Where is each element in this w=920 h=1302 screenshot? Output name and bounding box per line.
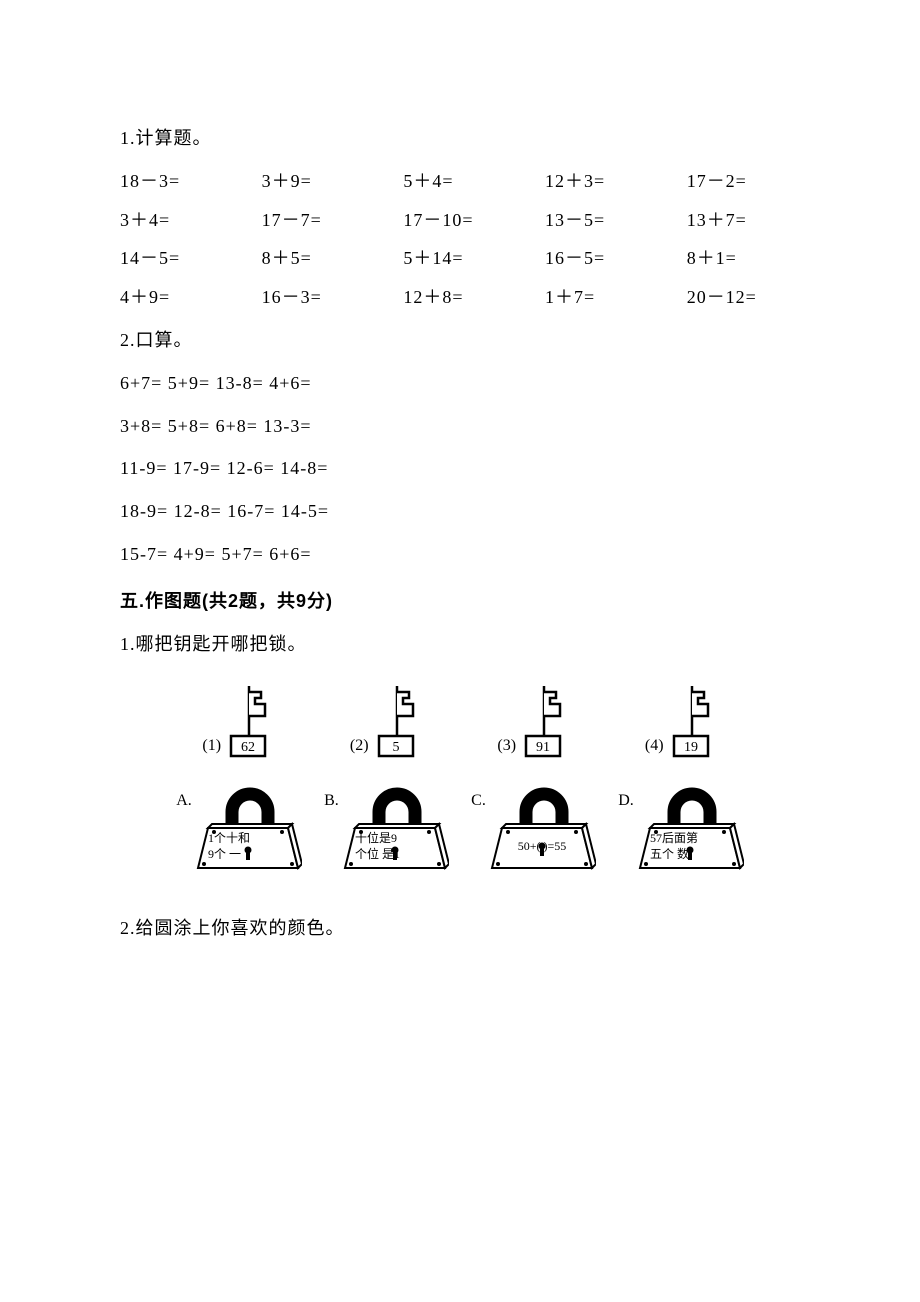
svg-text:个位 是1: 个位 是1: [355, 846, 400, 861]
lock-item: D. 57后面第五个 数: [618, 786, 744, 878]
key-label: (1): [202, 733, 221, 759]
key-label: (3): [497, 733, 516, 759]
lock-item: C. 50+( )=55: [471, 786, 596, 878]
q1-cell: 16－5=: [545, 244, 687, 273]
q1-cell: 14－5=: [120, 244, 262, 273]
q1-cell: 8＋5=: [262, 244, 404, 273]
q1-cell: 12＋3=: [545, 167, 687, 196]
svg-text:五个 数: 五个 数: [650, 846, 689, 861]
q1-cell: 17－7=: [262, 206, 404, 235]
lock-icon: 十位是9个位 是1: [341, 786, 449, 878]
svg-text:十位是9: 十位是9: [355, 830, 397, 845]
svg-text:50+( )=55: 50+( )=55: [518, 839, 567, 853]
q1-cell: 4＋9=: [120, 283, 262, 312]
keys-locks-figure: (1) 62 (2) 5 (3) 91: [165, 686, 755, 878]
lock-icon: 57后面第五个 数: [636, 786, 744, 878]
svg-text:9个 一: 9个 一: [208, 847, 241, 861]
s5-q1-title: 1.哪把钥匙开哪把锁。: [120, 630, 800, 659]
lock-item: A. 1个十和 9个 一: [176, 786, 302, 878]
q1-row: 3＋4=17－7=17－10=13－5=13＋7=: [120, 206, 800, 235]
q2-line: 3+8= 5+8= 6+8= 13-3=: [120, 412, 800, 441]
key-icon: 5: [373, 686, 423, 758]
q2-line: 6+7= 5+9= 13-8= 4+6=: [120, 369, 800, 398]
svg-text:19: 19: [684, 740, 698, 755]
svg-text:91: 91: [536, 740, 550, 755]
key-item: (4) 19: [645, 686, 718, 758]
key-item: (1) 62: [202, 686, 275, 758]
q1-cell: 3＋9=: [262, 167, 404, 196]
q1-cell: 13－5=: [545, 206, 687, 235]
q1-cell: 13＋7=: [687, 206, 800, 235]
lock-icon: 50+( )=55: [488, 786, 596, 878]
q1-title: 1.计算题。: [120, 124, 800, 153]
q1-cell: 5＋4=: [403, 167, 545, 196]
q1-cell: 8＋1=: [687, 244, 800, 273]
svg-text:57后面第: 57后面第: [650, 831, 698, 845]
q1-cell: 12＋8=: [403, 283, 545, 312]
lock-label: B.: [324, 786, 339, 814]
q1-cell: 5＋14=: [403, 244, 545, 273]
lock-label: D.: [618, 786, 634, 814]
section5-title: 五.作图题(共2题，共9分): [120, 587, 800, 616]
key-icon: 19: [668, 686, 718, 758]
q1-row: 4＋9=16－3=12＋8=1＋7=20－12=: [120, 283, 800, 312]
q1-cell: 18－3=: [120, 167, 262, 196]
key-label: (2): [350, 733, 369, 759]
q1-row: 14－5=8＋5=5＋14=16－5=8＋1=: [120, 244, 800, 273]
q2-line: 15-7= 4+9= 5+7= 6+6=: [120, 540, 800, 569]
lock-icon: 1个十和 9个 一: [194, 786, 302, 878]
s5-q2-title: 2.给圆涂上你喜欢的颜色。: [120, 914, 800, 943]
q1-cell: 16－3=: [262, 283, 404, 312]
q1-cell: 17－10=: [403, 206, 545, 235]
q2-line: 11-9= 17-9= 12-6= 14-8=: [120, 454, 800, 483]
q1-cell: 3＋4=: [120, 206, 262, 235]
key-icon: 62: [225, 686, 275, 758]
q1-cell: 20－12=: [687, 283, 800, 312]
key-item: (3) 91: [497, 686, 570, 758]
key-label: (4): [645, 733, 664, 759]
lock-label: A.: [176, 786, 192, 814]
lock-item: B. 十位是9个位 是1: [324, 786, 449, 878]
key-icon: 91: [520, 686, 570, 758]
q1-cell: 1＋7=: [545, 283, 687, 312]
q2-title: 2.口算。: [120, 326, 800, 355]
svg-text:5: 5: [392, 740, 399, 755]
q1-cell: 17－2=: [687, 167, 800, 196]
q2-line: 18-9= 12-8= 16-7= 14-5=: [120, 497, 800, 526]
svg-text:1个十和: 1个十和: [208, 831, 250, 845]
key-item: (2) 5: [350, 686, 423, 758]
svg-text:62: 62: [241, 740, 255, 755]
q1-row: 18－3=3＋9=5＋4=12＋3=17－2=: [120, 167, 800, 196]
lock-label: C.: [471, 786, 486, 814]
